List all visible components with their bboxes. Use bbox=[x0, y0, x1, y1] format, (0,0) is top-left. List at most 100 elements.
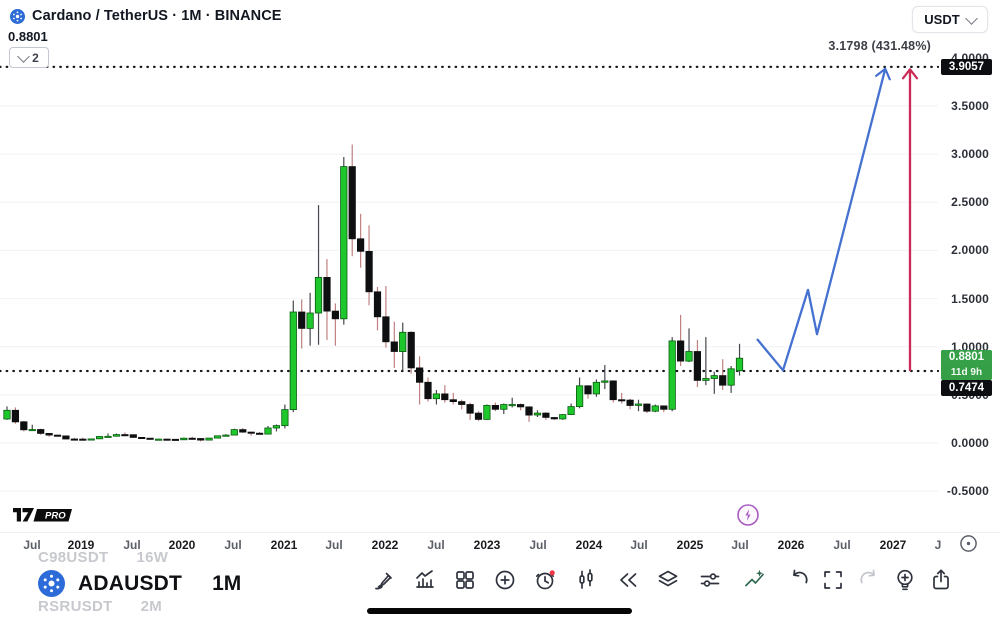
candle-body bbox=[121, 434, 129, 437]
candle-body bbox=[340, 166, 348, 320]
flash-event-icon[interactable] bbox=[736, 503, 760, 527]
candle-body bbox=[407, 331, 415, 369]
candle-body bbox=[702, 378, 710, 381]
scale-reset-icon[interactable] bbox=[959, 534, 978, 553]
price-tick: 0.0000 bbox=[951, 436, 989, 450]
candle-body bbox=[230, 429, 238, 436]
undo-icon bbox=[793, 569, 808, 583]
sliders-button[interactable] bbox=[695, 566, 725, 596]
candle-body bbox=[542, 412, 550, 418]
candle-body bbox=[180, 437, 188, 441]
chevron-down-icon bbox=[17, 49, 31, 63]
add-circle-icon bbox=[495, 570, 515, 589]
ada-symbol-icon bbox=[38, 570, 65, 597]
draw-button[interactable] bbox=[370, 566, 400, 596]
rewind-button[interactable] bbox=[613, 566, 643, 596]
candle-body bbox=[677, 340, 685, 362]
candle-body bbox=[79, 438, 87, 441]
time-tick: 2024 bbox=[575, 538, 603, 552]
candle-body bbox=[500, 404, 508, 410]
price-tick: 2.5000 bbox=[951, 195, 989, 209]
candle-body bbox=[213, 435, 222, 439]
draw-icon bbox=[375, 572, 392, 589]
undo-button[interactable] bbox=[785, 566, 815, 596]
candle-body bbox=[70, 438, 78, 441]
chart-button[interactable] bbox=[410, 566, 440, 596]
chart-icon bbox=[416, 569, 434, 588]
candle-body bbox=[28, 429, 36, 432]
candle-body bbox=[508, 404, 516, 407]
candle-body bbox=[601, 380, 609, 383]
candle-body bbox=[205, 437, 213, 441]
trend-arrow-drawings[interactable] bbox=[756, 67, 919, 372]
candle-body bbox=[483, 404, 491, 420]
home-indicator[interactable] bbox=[367, 608, 632, 614]
candle-body bbox=[289, 311, 297, 410]
candle-body bbox=[567, 406, 575, 416]
magic-trend-button[interactable] bbox=[740, 566, 770, 596]
candle-body bbox=[163, 438, 171, 441]
time-tick: Jul bbox=[23, 538, 41, 552]
object-tree-chip[interactable]: 2 bbox=[9, 47, 49, 68]
share-button[interactable] bbox=[926, 566, 956, 596]
time-tick: 2025 bbox=[676, 538, 704, 552]
candle-body bbox=[399, 331, 407, 352]
candle-body bbox=[11, 409, 19, 423]
candle-body bbox=[138, 436, 146, 439]
time-tick: 2022 bbox=[371, 538, 399, 552]
magic-trend-icon bbox=[745, 569, 764, 586]
currency-selector[interactable]: USDT bbox=[912, 6, 988, 33]
grid-icon bbox=[456, 570, 474, 589]
candle-body bbox=[576, 385, 584, 407]
candle-body bbox=[458, 401, 466, 405]
idea-bulb-button[interactable] bbox=[890, 566, 920, 596]
fullscreen-button[interactable] bbox=[818, 566, 848, 596]
candle-body bbox=[525, 406, 533, 416]
candles-button[interactable] bbox=[571, 566, 601, 596]
candle-body bbox=[348, 166, 356, 240]
candle-body bbox=[255, 432, 264, 435]
chart-canvas[interactable] bbox=[0, 0, 1000, 560]
candle-body bbox=[197, 438, 205, 441]
candles-icon bbox=[579, 568, 593, 589]
candle-body bbox=[626, 399, 634, 406]
tradingview-pro-logo: PRO bbox=[12, 506, 74, 529]
reference-dotted-lines bbox=[0, 65, 940, 373]
time-tick: 2019 bbox=[67, 538, 95, 552]
next-timeframe: 2M bbox=[140, 598, 163, 615]
alert-button[interactable] bbox=[530, 566, 560, 596]
watchlist-item-next[interactable]: RSRUSDT 2M bbox=[38, 598, 162, 615]
time-tick: Jul bbox=[427, 538, 445, 552]
watchlist-item-prev[interactable]: C98USDT 16W bbox=[38, 549, 168, 566]
watchlist-item-active[interactable]: ADAUSDT 1M bbox=[38, 570, 241, 597]
layers-button[interactable] bbox=[653, 566, 683, 596]
grid-button[interactable] bbox=[450, 566, 480, 596]
candle-body bbox=[314, 276, 323, 314]
candle-body bbox=[719, 375, 727, 386]
time-scale[interactable]: Jul 2019 Jul 2020 Jul 2021 Jul 2022 Jul 2023 Jul 20… bbox=[0, 532, 1000, 557]
redo-button bbox=[853, 566, 883, 596]
price-tick: -0.5000 bbox=[946, 484, 989, 498]
candle-body bbox=[592, 381, 601, 395]
candle-body bbox=[373, 291, 382, 318]
candle-body bbox=[449, 399, 457, 403]
tv-logo-glyph bbox=[13, 508, 21, 522]
prev-symbol: C98USDT bbox=[38, 549, 109, 566]
candle-body bbox=[365, 250, 373, 293]
candle-body bbox=[306, 312, 314, 329]
candle-body bbox=[735, 357, 744, 372]
candle-body bbox=[651, 405, 659, 412]
time-tick: 2026 bbox=[777, 538, 805, 552]
prev-timeframe: 16W bbox=[136, 549, 169, 566]
price-scale[interactable]: 4.0000 3.5000 3.0000 2.5000 2.0000 1.5000 1.00… bbox=[940, 0, 1000, 533]
candle-body bbox=[171, 438, 179, 441]
candle-body bbox=[323, 276, 331, 312]
symbol-header[interactable]: Cardano / TetherUS · 1M · BINANCE bbox=[10, 8, 282, 24]
alert-icon bbox=[535, 569, 555, 589]
currency-label: USDT bbox=[924, 12, 960, 27]
candle-body bbox=[533, 412, 542, 416]
current-price-value: 0.8801 bbox=[941, 350, 992, 365]
add-circle-button[interactable] bbox=[490, 566, 520, 596]
time-tick: Jul bbox=[529, 538, 547, 552]
